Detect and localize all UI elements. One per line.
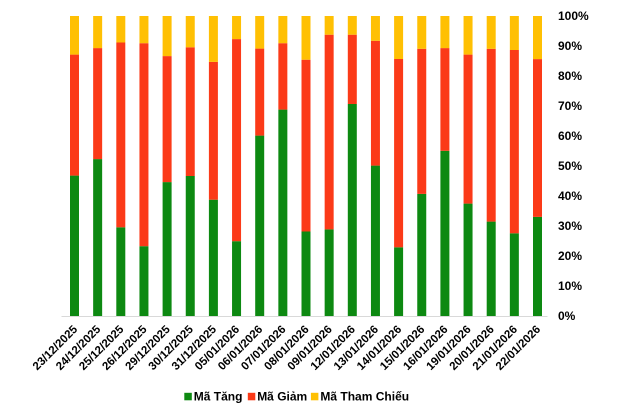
svg-text:Mã Tăng: Mã Tăng: [194, 389, 243, 403]
svg-text:10%: 10%: [558, 279, 582, 293]
svg-text:Mã Giảm: Mã Giảm: [257, 389, 307, 403]
svg-text:30%: 30%: [558, 219, 582, 233]
svg-text:20%: 20%: [558, 249, 582, 263]
svg-text:90%: 90%: [558, 39, 582, 53]
svg-text:Mã Tham Chiếu: Mã Tham Chiếu: [320, 389, 409, 403]
svg-text:0%: 0%: [558, 309, 576, 323]
svg-text:80%: 80%: [558, 69, 582, 83]
svg-text:100%: 100%: [558, 9, 589, 23]
svg-text:70%: 70%: [558, 99, 582, 113]
svg-text:50%: 50%: [558, 159, 582, 173]
svg-text:60%: 60%: [558, 129, 582, 143]
svg-text:40%: 40%: [558, 189, 582, 203]
